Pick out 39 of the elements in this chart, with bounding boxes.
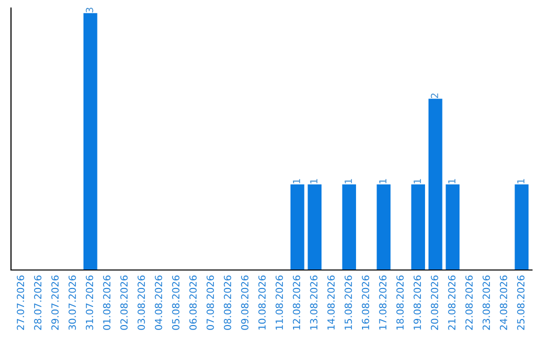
x-tick-label: 18.08.2026 (396, 275, 404, 330)
x-tick-label: 07.08.2026 (206, 275, 214, 330)
x-tick-label: 29.07.2026 (51, 275, 59, 330)
x-tick-label: 14.08.2026 (327, 275, 335, 330)
x-tick-label: 22.08.2026 (465, 275, 473, 330)
x-tick-label: 02.08.2026 (120, 275, 128, 330)
x-tick-label: 27.07.2026 (16, 275, 24, 330)
data-label: 3 (86, 8, 94, 12)
data-label: 1 (414, 179, 421, 184)
x-tick-label: 05.08.2026 (172, 275, 180, 330)
x-tick-label: 30.07.2026 (68, 275, 76, 330)
data-label: 1 (517, 179, 524, 184)
data-label: 2 (430, 94, 438, 98)
data-label: 1 (448, 179, 456, 184)
x-tick-label: 23.08.2026 (482, 275, 490, 330)
x-tick-label: 11.08.2026 (276, 275, 283, 330)
x-tick-label: 16.08.2026 (362, 275, 370, 330)
x-tick-label: 25.08.2026 (517, 275, 524, 330)
data-label: 1 (379, 179, 386, 184)
data-label: 1 (292, 179, 300, 184)
x-tick-label: 17.08.2026 (379, 275, 386, 330)
data-label: 1 (310, 179, 318, 184)
x-tick-label: 20.08.2026 (430, 275, 438, 330)
x-tick-label: 09.08.2026 (241, 275, 248, 330)
x-tick-label: 04.08.2026 (154, 275, 162, 330)
x-tick-label: 15.08.2026 (344, 275, 352, 330)
x-tick-label: 31.07.2026 (86, 275, 94, 330)
x-tick-label: 12.08.2026 (292, 275, 300, 330)
x-tick-label: 24.08.2026 (500, 275, 508, 330)
x-tick-label: 08.08.2026 (224, 275, 232, 330)
x-tick-label: 01.08.2026 (103, 275, 110, 330)
x-tick-label: 03.08.2026 (138, 275, 145, 330)
x-tick-label: 21.08.2026 (448, 275, 456, 330)
x-tick-label: 13.08.2026 (310, 275, 318, 330)
x-tick-label: 06.08.2026 (189, 275, 197, 330)
x-tick-label: 28.07.2026 (34, 275, 42, 330)
data-label: 1 (344, 179, 352, 184)
x-tick-label: 19.08.2026 (414, 275, 421, 330)
x-tick-label: 10.08.2026 (258, 275, 266, 330)
